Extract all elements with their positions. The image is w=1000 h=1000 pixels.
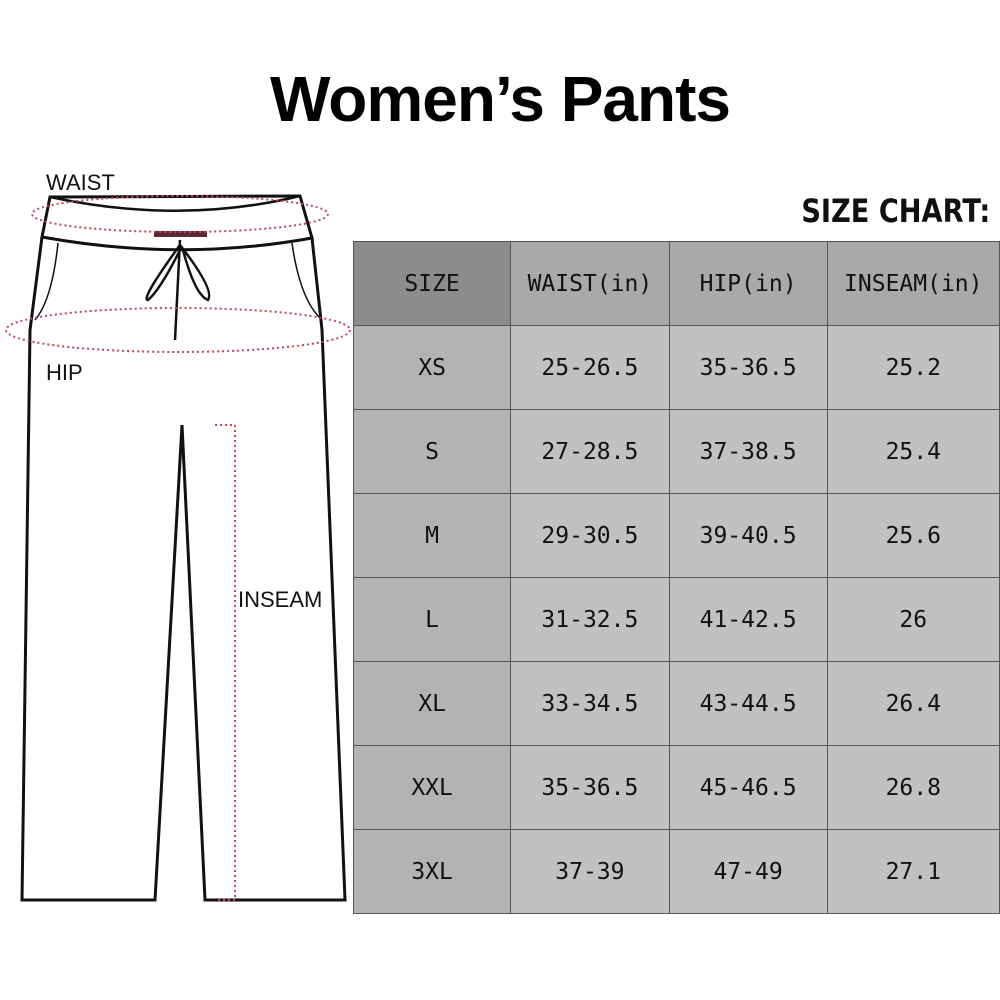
cell-size: XL [352, 661, 512, 746]
size-chart-label: SIZE CHART: [801, 192, 990, 230]
cell-hip: 43-44.5 [668, 661, 828, 746]
right-pocket [291, 242, 323, 321]
right-leg [180, 237, 347, 902]
cell-size: S [352, 409, 512, 494]
cell-waist: 33-34.5 [510, 661, 670, 746]
cell-size: 3XL [352, 829, 512, 914]
cell-waist: 35-36.5 [510, 745, 670, 830]
waistband-top [49, 194, 301, 212]
table-row: L 31-32.5 41-42.5 26 [352, 577, 1000, 662]
table-row: XXL 35-36.5 45-46.5 26.8 [352, 745, 1000, 830]
left-leg [20, 236, 184, 902]
waist-label: WAIST [46, 170, 115, 195]
cell-waist: 31-32.5 [510, 577, 670, 662]
table-row: S 27-28.5 37-38.5 25.4 [352, 409, 1000, 494]
left-pocket [34, 242, 59, 321]
inseam-measure-line [215, 424, 236, 901]
drawstring [145, 239, 211, 341]
cell-inseam: 25.4 [826, 409, 1000, 494]
cell-inseam: 27.1 [826, 829, 1000, 914]
size-table: SIZE WAIST(in) HIP(in) INSEAM(in) XS 25-2… [352, 241, 1000, 914]
cell-hip: 35-36.5 [668, 325, 828, 410]
cell-waist: 29-30.5 [510, 493, 670, 578]
table-row: 3XL 37-39 47-49 27.1 [352, 829, 1000, 914]
hip-label: HIP [46, 360, 83, 385]
cell-hip: 45-46.5 [668, 745, 828, 830]
table-row: XL 33-34.5 43-44.5 26.4 [352, 661, 1000, 746]
pants-diagram [5, 194, 351, 902]
cell-inseam: 25.2 [826, 325, 1000, 410]
cell-inseam: 26.8 [826, 745, 1000, 830]
cell-size: L [352, 577, 512, 662]
cell-inseam: 26.4 [826, 661, 1000, 746]
cell-hip: 37-38.5 [668, 409, 828, 494]
inseam-label: INSEAM [238, 587, 323, 612]
header-hip: HIP(in) [668, 241, 828, 326]
cell-waist: 27-28.5 [510, 409, 670, 494]
cell-inseam: 25.6 [826, 493, 1000, 578]
table-row: XS 25-26.5 35-36.5 25.2 [352, 325, 1000, 410]
header-inseam: INSEAM(in) [826, 241, 1000, 326]
table-row: M 29-30.5 39-40.5 25.6 [352, 493, 1000, 578]
header-size: SIZE [352, 241, 512, 326]
cell-waist: 25-26.5 [510, 325, 670, 410]
cell-size: XXL [352, 745, 512, 830]
cell-hip: 41-42.5 [668, 577, 828, 662]
hip-measure-line [5, 307, 351, 353]
header-waist: WAIST(in) [510, 241, 670, 326]
waist-measure-line [31, 195, 329, 233]
table-header-row: SIZE WAIST(in) HIP(in) INSEAM(in) [352, 241, 1000, 326]
cell-waist: 37-39 [510, 829, 670, 914]
cell-hip: 47-49 [668, 829, 828, 914]
cell-size: XS [352, 325, 512, 410]
waistband [40, 194, 314, 252]
cell-size: M [352, 493, 512, 578]
page-title: Women’s Pants [270, 63, 731, 135]
cell-hip: 39-40.5 [668, 493, 828, 578]
cell-inseam: 26 [826, 577, 1000, 662]
